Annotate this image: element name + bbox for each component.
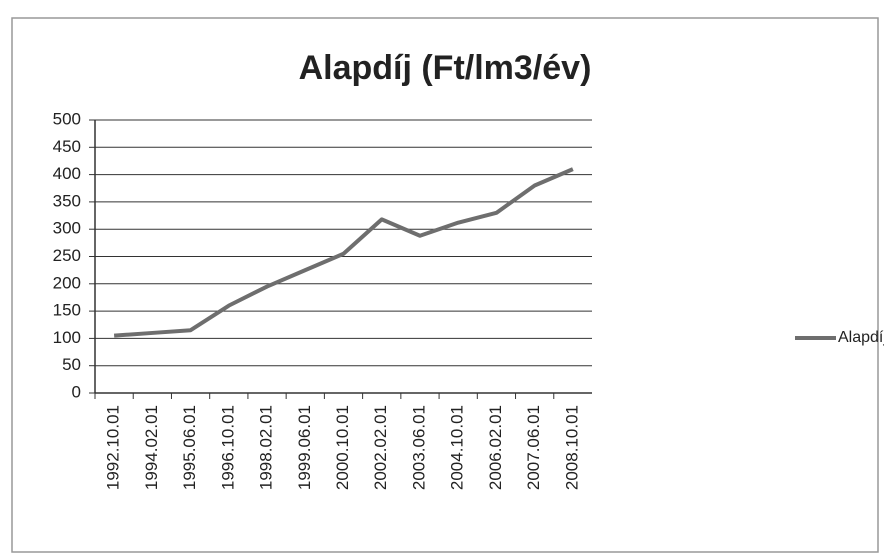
chart-frame [11,17,879,553]
y-tick-label: 250 [53,246,81,265]
x-tick-label: 1999.06.01 [295,405,314,490]
x-tick-label: 2002.02.01 [371,405,390,490]
y-tick-label: 0 [72,382,81,401]
y-tick-label: 200 [53,273,81,292]
y-tick-label: 350 [53,191,81,210]
y-tick-label: 450 [53,137,81,156]
chart-title: Alapdíj (Ft/lm3/év) [299,49,592,87]
x-tick-label: 1992.10.01 [104,405,123,490]
x-tick-label: 1998.02.01 [257,405,276,490]
x-tick-label: 2008.10.01 [562,405,581,490]
legend-label: Alapdíj (Ft/lm3/év) [838,329,884,346]
x-tick-label: 2004.10.01 [448,405,467,490]
y-tick-label: 400 [53,164,81,183]
x-tick-label: 2006.02.01 [486,405,505,490]
y-tick-label: 500 [53,109,81,128]
y-tick-label: 100 [53,328,81,347]
x-tick-label: 1994.02.01 [142,405,161,490]
x-tick-label: 2003.06.01 [409,405,428,490]
x-tick-label: 1995.06.01 [180,405,199,490]
y-tick-label: 150 [53,301,81,320]
data-line [113,167,574,338]
y-tick-label: 300 [53,219,81,238]
x-tick-label: 2000.10.01 [333,405,352,490]
x-tick-label: 1996.10.01 [218,405,237,490]
y-tick-label: 50 [62,355,81,374]
x-tick-label: 2007.06.01 [524,405,543,490]
